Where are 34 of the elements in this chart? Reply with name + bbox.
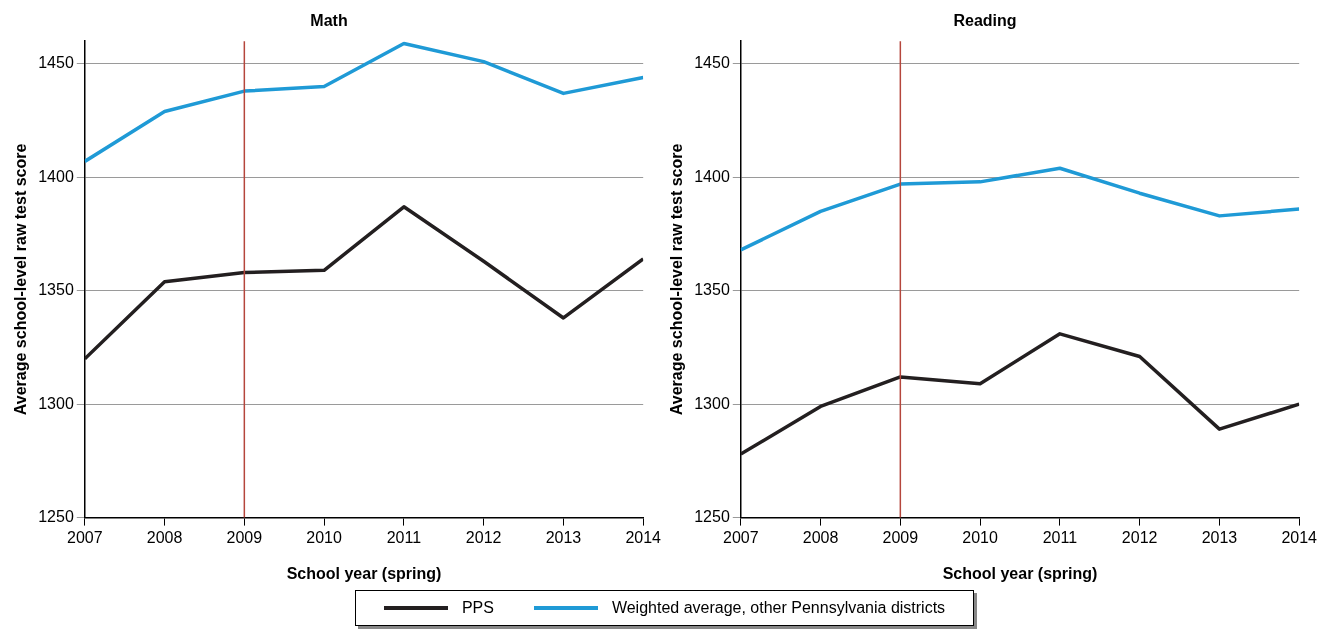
x-tick-label: 2012 [1121,528,1158,546]
x-tick-label: 2007 [67,528,103,546]
x-tick-label: 2013 [545,528,582,546]
y-tick-label: 1350 [694,281,730,299]
y-tick-label: 1350 [38,281,74,299]
y-tick-label: 1400 [38,167,74,185]
x-axis-title: School year (spring) [286,564,442,582]
y-tick-label: 1250 [694,508,730,526]
x-tick-label: 2013 [1201,528,1238,546]
chart-title: Math [310,12,348,30]
x-tick-label: 2014 [625,528,662,546]
y-axis-title: Average school-level raw test score [668,143,686,416]
x-tick-label: 2008 [802,528,839,546]
x-tick-label: 2014 [1281,528,1318,546]
x-tick-label: 2009 [226,528,263,546]
legend-label: PPS [461,599,494,617]
x-tick-label: 2011 [386,528,422,546]
x-tick-label: 2007 [723,528,759,546]
y-tick-label: 1250 [38,508,74,526]
x-axis-title: School year (spring) [942,564,1098,582]
x-tick-label: 2012 [465,528,502,546]
x-tick-label: 2010 [306,528,343,546]
y-axis-title: Average school-level raw test score [12,143,30,416]
x-tick-label: 2011 [1042,528,1078,546]
x-tick-label: 2008 [146,528,183,546]
y-tick-label: 1300 [38,394,74,412]
y-tick-label: 1400 [694,167,730,185]
y-tick-label: 1450 [694,54,730,72]
y-tick-label: 1300 [694,394,730,412]
x-tick-label: 2010 [962,528,999,546]
x-tick-label: 2009 [882,528,919,546]
y-tick-label: 1450 [38,54,74,72]
chart-title: Reading [953,12,1017,30]
legend-label: Weighted average, other Pennsylvania districts [611,599,946,617]
